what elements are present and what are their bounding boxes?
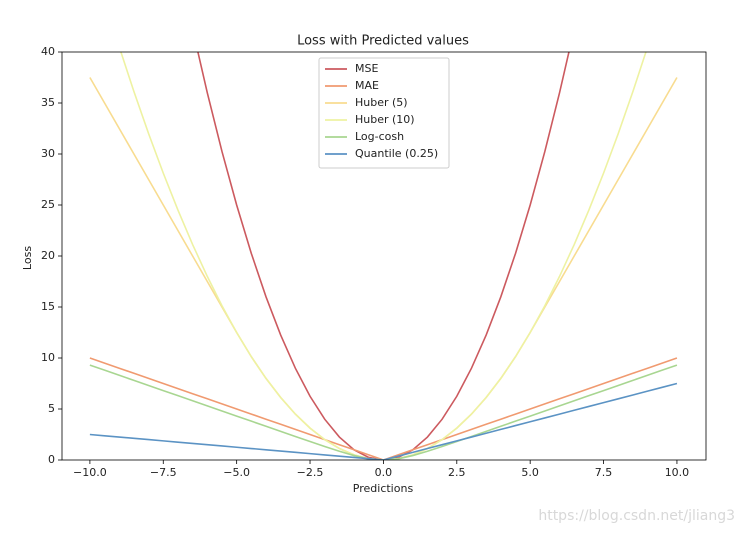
x-tick-label: 2.5 — [448, 466, 466, 479]
x-tick-label: −10.0 — [73, 466, 107, 479]
y-tick-label: 15 — [41, 300, 55, 313]
legend-label: Huber (5) — [355, 96, 408, 109]
x-tick-label: 0.0 — [375, 466, 393, 479]
y-tick-label: 10 — [41, 351, 55, 364]
x-tick-label: −5.0 — [223, 466, 250, 479]
x-axis-label: Predictions — [353, 482, 414, 495]
x-tick-label: 5.0 — [521, 466, 539, 479]
watermark: https://blog.csdn.net/jliang3 — [538, 508, 735, 524]
legend-label: Huber (10) — [355, 113, 415, 126]
series-line — [120, 52, 647, 460]
y-tick-label: 35 — [41, 96, 55, 109]
legend-box — [318, 57, 450, 169]
y-axis-label: Loss — [21, 246, 34, 270]
legend-label: MSE — [355, 62, 378, 75]
y-tick-label: 40 — [41, 45, 55, 58]
y-tick-label: 30 — [41, 147, 55, 160]
x-tick-label: −7.5 — [150, 466, 177, 479]
x-tick-label: −2.5 — [297, 466, 324, 479]
legend-label: Quantile (0.25) — [355, 147, 438, 160]
series-line — [89, 382, 678, 460]
legend-label: Log-cosh — [355, 130, 404, 143]
x-tick-label: 10.0 — [665, 466, 690, 479]
series-line — [89, 357, 678, 460]
legend-label: MAE — [355, 79, 379, 92]
series-line — [89, 364, 678, 460]
y-tick-label: 5 — [48, 402, 55, 415]
plot-lines — [89, 52, 678, 460]
y-tick-label: 0 — [48, 453, 55, 466]
series-line — [89, 77, 678, 460]
y-tick-label: 20 — [41, 249, 55, 262]
y-tick-label: 25 — [41, 198, 55, 211]
chart-title: Loss with Predicted values — [297, 34, 469, 49]
x-tick-label: 7.5 — [595, 466, 613, 479]
